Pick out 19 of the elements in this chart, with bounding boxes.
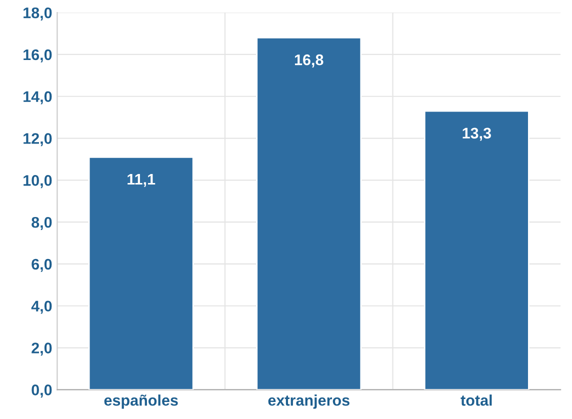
y-tick-label: 14,0 — [24, 91, 52, 104]
y-tick-label: 12,0 — [24, 133, 52, 146]
y-tick-label: 18,0 — [24, 7, 52, 20]
data-label: 11,1 — [128, 174, 156, 187]
x-tick-label: total — [460, 394, 492, 406]
y-tick-label: 16,0 — [24, 49, 52, 62]
y-tick-label: 0,0 — [32, 384, 52, 398]
data-label: 16,8 — [294, 54, 324, 68]
y-tick-label: 4,0 — [31, 300, 52, 314]
x-tick-label: extranjeros — [268, 394, 350, 409]
y-tick-label: 10,0 — [24, 175, 52, 188]
y-tick-label: 6,0 — [32, 258, 52, 272]
data-label: 13,3 — [462, 128, 491, 141]
y-tick-label: 8,0 — [32, 216, 52, 230]
bar — [256, 37, 362, 390]
bar — [424, 110, 530, 390]
x-tick-label: españoles — [104, 394, 178, 409]
bar — [88, 156, 194, 390]
y-tick-label: 2,0 — [32, 342, 52, 356]
